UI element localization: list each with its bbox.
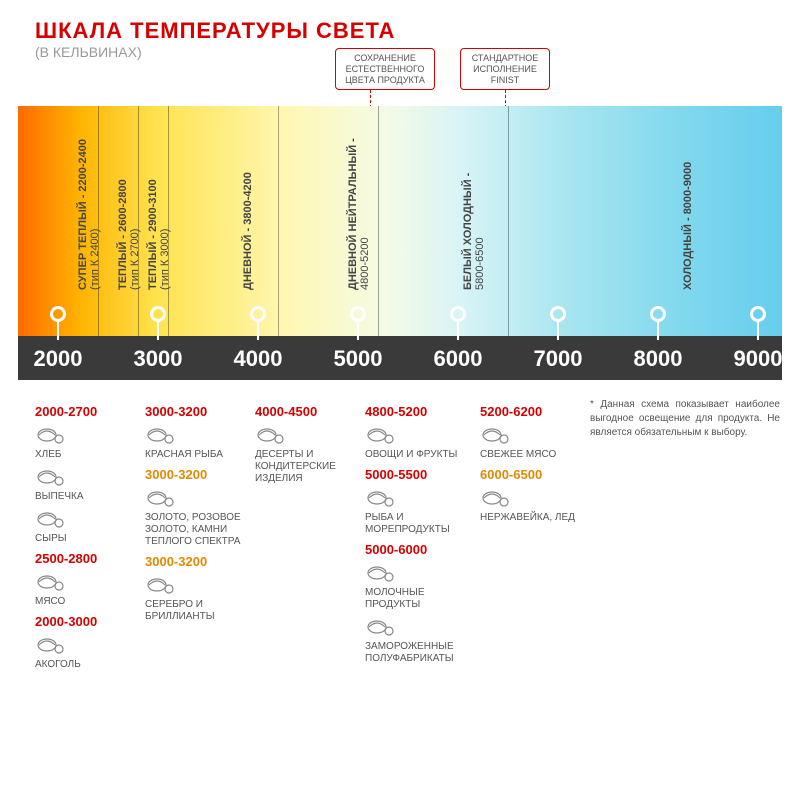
product-icon [35,507,69,531]
product-label: ОВОЩИ И ФРУКТЫ [365,449,480,461]
band-separator [378,106,379,346]
product-icon [35,570,69,594]
axis-marker-stem [657,322,659,340]
band-label: БЕЛЫЙ ХОЛОДНЫЙ -5800-6500 [462,120,486,290]
product-range: 3000-3200 [145,467,260,482]
axis-marker-stem [757,322,759,340]
axis-tick-label: 8000 [634,346,683,372]
product-range: 5000-6000 [365,542,480,557]
band-label: СУПЕР ТЕПЛЫЙ - 2200-2400(тип К 2400) [77,120,101,290]
product-column: 5200-6200 СВЕЖЕЕ МЯСО 6000-6500 НЕРЖАВЕЙКА,… [480,398,595,524]
product-label: СЫРЫ [35,533,150,545]
axis-tick-label: 9000 [734,346,783,372]
product-icon [365,423,399,447]
product-column: 4000-4500 ДЕСЕРТЫ И КОНДИТЕРСКИЕ ИЗДЕЛИЯ [255,398,370,485]
product-icon [145,423,179,447]
product-label: СВЕЖЕЕ МЯСО [480,449,595,461]
product-icon [145,486,179,510]
product-column: 3000-3200 КРАСНАЯ РЫБА 3000-3200 ЗОЛОТО, РО… [145,398,260,623]
axis-marker [350,306,366,322]
product-label: СЕРЕБРО И БРИЛЛИАНТЫ [145,599,260,623]
axis-tick-label: 7000 [534,346,583,372]
axis-marker-stem [157,322,159,340]
product-icon [365,486,399,510]
product-icon [35,633,69,657]
axis-tick-label: 4000 [234,346,283,372]
callout-box: СОХРАНЕНИЕЕСТЕСТВЕННОГОЦВЕТА ПРОДУКТА [335,48,435,90]
axis-marker [250,306,266,322]
product-column: 2000-2700 ХЛЕБ ВЫПЕЧКА СЫРЫ 2500-2800 МЯСО 200… [35,398,150,671]
product-icon [365,615,399,639]
axis-marker-stem [257,322,259,340]
band-label: ДНЕВНОЙ НЕЙТРАЛЬНЫЙ -4800-5200 [347,120,371,290]
product-icon [145,573,179,597]
product-range: 2000-2700 [35,404,150,419]
product-range: 4800-5200 [365,404,480,419]
axis-marker-stem [557,322,559,340]
product-icon [365,561,399,585]
page-subtitle: (В КЕЛЬВИНАХ) [35,44,142,60]
product-label: ХЛЕБ [35,449,150,461]
product-icon [35,423,69,447]
product-icon [480,486,514,510]
axis-marker [150,306,166,322]
product-icon [35,465,69,489]
product-range: 5000-5500 [365,467,480,482]
product-range: 5200-6200 [480,404,595,419]
product-label: КРАСНАЯ РЫБА [145,449,260,461]
band-label: ХОЛОДНЫЙ - 8000-9000 [682,120,694,290]
axis-marker-stem [57,322,59,340]
axis-marker-stem [357,322,359,340]
band-separator [508,106,509,346]
product-label: НЕРЖАВЕЙКА, ЛЕД [480,512,595,524]
band-label: ТЕПЛЫЙ - 2600-2800(тип К 2700) [117,120,141,290]
product-label: АКОГОЛЬ [35,659,150,671]
axis-marker [550,306,566,322]
product-label: ВЫПЕЧКА [35,491,150,503]
product-range: 2000-3000 [35,614,150,629]
band-label: ДНЕВНОЙ - 3800-4200 [242,120,254,290]
product-label: МЯСО [35,596,150,608]
product-label: ДЕСЕРТЫ И КОНДИТЕРСКИЕ ИЗДЕЛИЯ [255,449,370,485]
product-range: 6000-6500 [480,467,595,482]
callout-box: СТАНДАРТНОЕИСПОЛНЕНИЕFINIST [460,48,550,90]
product-range: 3000-3200 [145,554,260,569]
product-label: ЗОЛОТО, РОЗОВОЕ ЗОЛОТО, КАМНИ ТЕПЛОГО СП… [145,512,260,548]
axis-tick-label: 2000 [34,346,83,372]
product-column: 4800-5200 ОВОЩИ И ФРУКТЫ 5000-5500 РЫБА И М… [365,398,480,665]
product-label: ЗАМОРОЖЕННЫЕ ПОЛУФАБРИКАТЫ [365,641,480,665]
product-label: МОЛОЧНЫЕ ПРОДУКТЫ [365,587,480,611]
axis-marker-stem [457,322,459,340]
footnote: * Данная схема показывает наиболее выгод… [590,398,780,440]
axis-tick-label: 6000 [434,346,483,372]
axis-marker [50,306,66,322]
axis-marker [750,306,766,322]
product-range: 3000-3200 [145,404,260,419]
axis-marker [650,306,666,322]
axis-tick-label: 5000 [334,346,383,372]
page-title: ШКАЛА ТЕМПЕРАТУРЫ СВЕТА [35,18,395,44]
product-label: РЫБА И МОРЕПРОДУКТЫ [365,512,480,536]
axis-marker [450,306,466,322]
product-icon [255,423,289,447]
band-separator [278,106,279,346]
product-range: 4000-4500 [255,404,370,419]
product-icon [480,423,514,447]
axis-tick-label: 3000 [134,346,183,372]
band-label: ТЕПЛЫЙ - 2900-3100(тип К 3000) [147,120,171,290]
product-range: 2500-2800 [35,551,150,566]
